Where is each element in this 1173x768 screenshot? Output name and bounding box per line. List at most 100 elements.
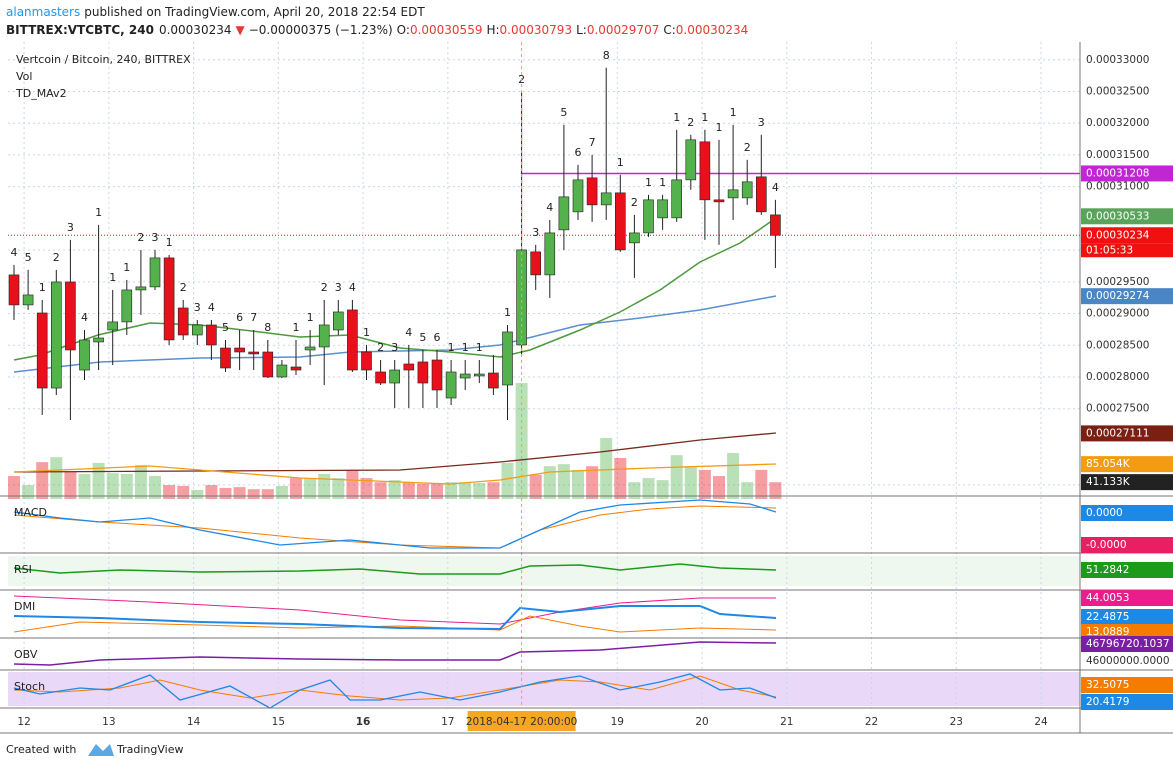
volume-bar xyxy=(670,455,683,499)
crosshair-label: 2018-04-17 20:00:00 xyxy=(466,716,578,728)
candle-body xyxy=(502,331,513,386)
td-count: 1 xyxy=(701,111,708,124)
candle-body xyxy=(770,214,781,236)
td-count: 3 xyxy=(758,116,765,129)
volume-bar xyxy=(727,453,740,499)
adx-line xyxy=(13,605,777,631)
candle-body xyxy=(332,311,344,331)
td-count: 2 xyxy=(631,196,638,209)
td-count: 4 xyxy=(208,301,215,314)
candle-body xyxy=(262,351,274,378)
candle-body xyxy=(276,364,288,378)
td-count: 3 xyxy=(532,226,539,239)
td-count: 1 xyxy=(462,341,469,354)
tv-logo xyxy=(88,744,114,756)
volume-bar xyxy=(346,469,359,499)
candle-body xyxy=(614,192,626,251)
obv-line xyxy=(13,641,777,666)
candle-body xyxy=(572,179,584,213)
volume-bar xyxy=(656,480,669,499)
td-count: 6 xyxy=(236,311,243,324)
td-count: 1 xyxy=(659,176,666,189)
indicator-tag-bg xyxy=(1081,562,1173,578)
change: −0.00000375 (−1.23%) xyxy=(249,23,393,37)
volume-bar xyxy=(628,482,641,499)
x-tick-label: 13 xyxy=(102,716,115,728)
candle-body xyxy=(403,363,415,371)
volume-bar xyxy=(543,466,556,499)
volume-bar xyxy=(557,464,570,499)
x-tick-label: 21 xyxy=(780,716,793,728)
volume-bar xyxy=(247,489,260,499)
resistance-tag-bg xyxy=(1081,165,1173,182)
volume-bar xyxy=(149,476,161,499)
volume-bar xyxy=(219,487,232,499)
volume-bar xyxy=(36,462,49,499)
volume-bar xyxy=(22,485,35,499)
volume-tag-bg xyxy=(1081,456,1173,473)
td-count: 8 xyxy=(264,321,271,334)
td-count: 3 xyxy=(67,221,74,234)
author[interactable]: alanmasters xyxy=(6,5,80,19)
stoch-d xyxy=(13,675,777,701)
td-count: 3 xyxy=(335,281,342,294)
y-tick-label: 0.00031500 xyxy=(1086,149,1149,161)
indicator-name: RSI xyxy=(14,563,32,576)
volume-bar xyxy=(50,457,63,499)
td-count: 4 xyxy=(546,201,553,214)
volume-tag: 85.054K xyxy=(1086,458,1131,470)
volume-bar xyxy=(106,473,119,499)
volume-bar xyxy=(191,489,204,499)
y-tick-label: 0.00031000 xyxy=(1086,181,1149,193)
candle-body xyxy=(741,181,753,199)
volume-bar xyxy=(416,483,429,499)
indicator-tag-bg xyxy=(1081,636,1173,652)
indicator-tag-bg xyxy=(1081,694,1173,710)
rsi-line xyxy=(13,563,777,575)
candle-body xyxy=(8,274,20,306)
candle-body xyxy=(389,369,401,384)
published: published on TradingView.com, April 20, … xyxy=(84,5,425,19)
volume-bar xyxy=(586,466,599,499)
candle-body xyxy=(50,281,62,389)
candle-body xyxy=(135,286,147,291)
td-count: 6 xyxy=(434,331,441,344)
volume-bar xyxy=(501,462,514,499)
legend-item: Vol xyxy=(16,70,32,83)
td-count: 1 xyxy=(716,121,723,134)
candle-body xyxy=(79,339,90,371)
price-tag-bg xyxy=(1081,208,1173,225)
candle-body xyxy=(657,199,668,219)
legend-item: Vertcoin / Bitcoin, 240, BITTREX xyxy=(16,53,191,66)
x-tick-label: 19 xyxy=(611,716,624,728)
td-count: 1 xyxy=(504,306,511,319)
candle-body xyxy=(473,373,485,377)
indicator-name: Stoch xyxy=(14,680,45,693)
volume-bar xyxy=(600,437,613,499)
ohlc-value: 0.00029707 xyxy=(587,23,660,37)
price-tag: 0.00029274 xyxy=(1086,290,1150,302)
x-tick-label: 24 xyxy=(1034,716,1048,728)
volume-bar xyxy=(163,485,176,499)
volume-ma-slow xyxy=(13,432,777,473)
candle-body xyxy=(177,307,189,336)
td-count: 7 xyxy=(250,311,257,324)
indicator-tag-bg xyxy=(1081,609,1173,625)
td-count: 4 xyxy=(772,181,779,194)
footer-brand[interactable]: TradingView xyxy=(116,743,183,756)
td-count: 1 xyxy=(95,206,102,219)
countdown-bg xyxy=(1081,243,1173,258)
volume-bar xyxy=(684,466,697,499)
y-tick-label: 0.00029000 xyxy=(1086,308,1149,320)
td-count: 5 xyxy=(560,106,567,119)
td-count: 2 xyxy=(377,341,384,354)
indicator-name: MACD xyxy=(14,506,47,519)
candle-body xyxy=(629,232,640,244)
td-count: 1 xyxy=(645,176,652,189)
volume-bar xyxy=(275,485,288,499)
y-tick-label: 0.00028500 xyxy=(1086,339,1149,351)
candle-body xyxy=(206,324,217,346)
volume-bar xyxy=(64,471,77,499)
candle-body xyxy=(530,251,542,276)
